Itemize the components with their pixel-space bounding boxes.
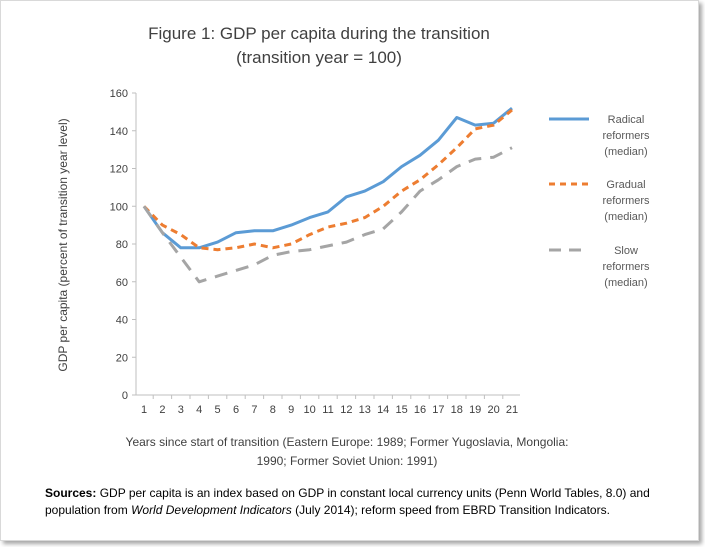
y-tick-label: 20 [116, 352, 128, 364]
x-tick-label: 16 [414, 404, 426, 416]
x-tick-label: 14 [377, 404, 389, 416]
chart: Figure 1: GDP per capita during the tran… [56, 24, 650, 468]
x-axis-caption-line-1: Years since start of transition (Eastern… [126, 435, 569, 449]
y-tick-label: 140 [110, 126, 128, 138]
y-tick-label: 60 [116, 277, 128, 289]
y-tick-label: 100 [110, 201, 128, 213]
x-tick-label: 6 [233, 404, 239, 416]
y-tick-label: 120 [110, 164, 128, 176]
y-tick-label: 80 [116, 239, 128, 251]
chart-subtitle: (transition year = 100) [236, 48, 402, 67]
x-tick-label: 11 [322, 404, 333, 416]
chart-title: Figure 1: GDP per capita during the tran… [148, 24, 490, 43]
x-tick-label: 2 [159, 404, 165, 416]
x-tick-label: 20 [487, 404, 499, 416]
x-tick-label: 17 [432, 404, 444, 416]
y-axis-label: GDP per capita (percent of transition ye… [56, 118, 70, 371]
x-tick-label: 1 [141, 404, 147, 416]
x-tick-label: 12 [340, 404, 352, 416]
x-tick-label: 21 [506, 404, 518, 416]
sources-italic: World Development Indicators [131, 503, 292, 517]
x-tick-label: 13 [359, 404, 371, 416]
legend-label-1: Radical [608, 114, 645, 126]
sources-text-2: (July 2014); reform speed from EBRD Tran… [291, 503, 610, 517]
x-tick-label: 19 [469, 404, 481, 416]
series-line-1 [142, 106, 513, 250]
x-tick-label: 7 [251, 404, 257, 416]
x-axis-caption-line-2: 1990; Former Soviet Union: 1991) [257, 454, 438, 468]
y-tick-label: 40 [116, 315, 128, 327]
series-layer [142, 106, 513, 284]
sources-label: Sources: [45, 486, 97, 500]
y-tick-label: 0 [122, 390, 128, 402]
x-tick-label: 4 [196, 404, 202, 416]
x-tick-label: 5 [215, 404, 221, 416]
legend-label-3: reformers [602, 261, 650, 273]
y-tick-label: 160 [110, 88, 128, 100]
sources-note: Sources: GDP per capita is an index base… [45, 485, 665, 519]
legend-label-2: reformers [602, 195, 650, 207]
x-tick-label: 8 [270, 404, 276, 416]
legend-label-1: reformers [602, 130, 650, 142]
x-tick-label: 10 [303, 404, 315, 416]
x-tick-label: 18 [451, 404, 463, 416]
x-tick-label: 9 [288, 404, 294, 416]
sources-text-1: GDP per capita is an index based on GDP … [45, 486, 650, 517]
legend: Radical reformers (median) Gradual reformers… [549, 114, 650, 289]
series-line-2 [142, 108, 513, 252]
legend-label-2: (median) [604, 211, 647, 223]
x-tick-label: 3 [178, 404, 184, 416]
legend-label-3: (median) [604, 277, 647, 289]
legend-label-3: Slow [614, 245, 638, 257]
legend-label-2: Gradual [606, 179, 645, 191]
x-tick-label: 15 [395, 404, 407, 416]
series-line-3 [142, 146, 513, 284]
legend-label-1: (median) [604, 146, 647, 158]
